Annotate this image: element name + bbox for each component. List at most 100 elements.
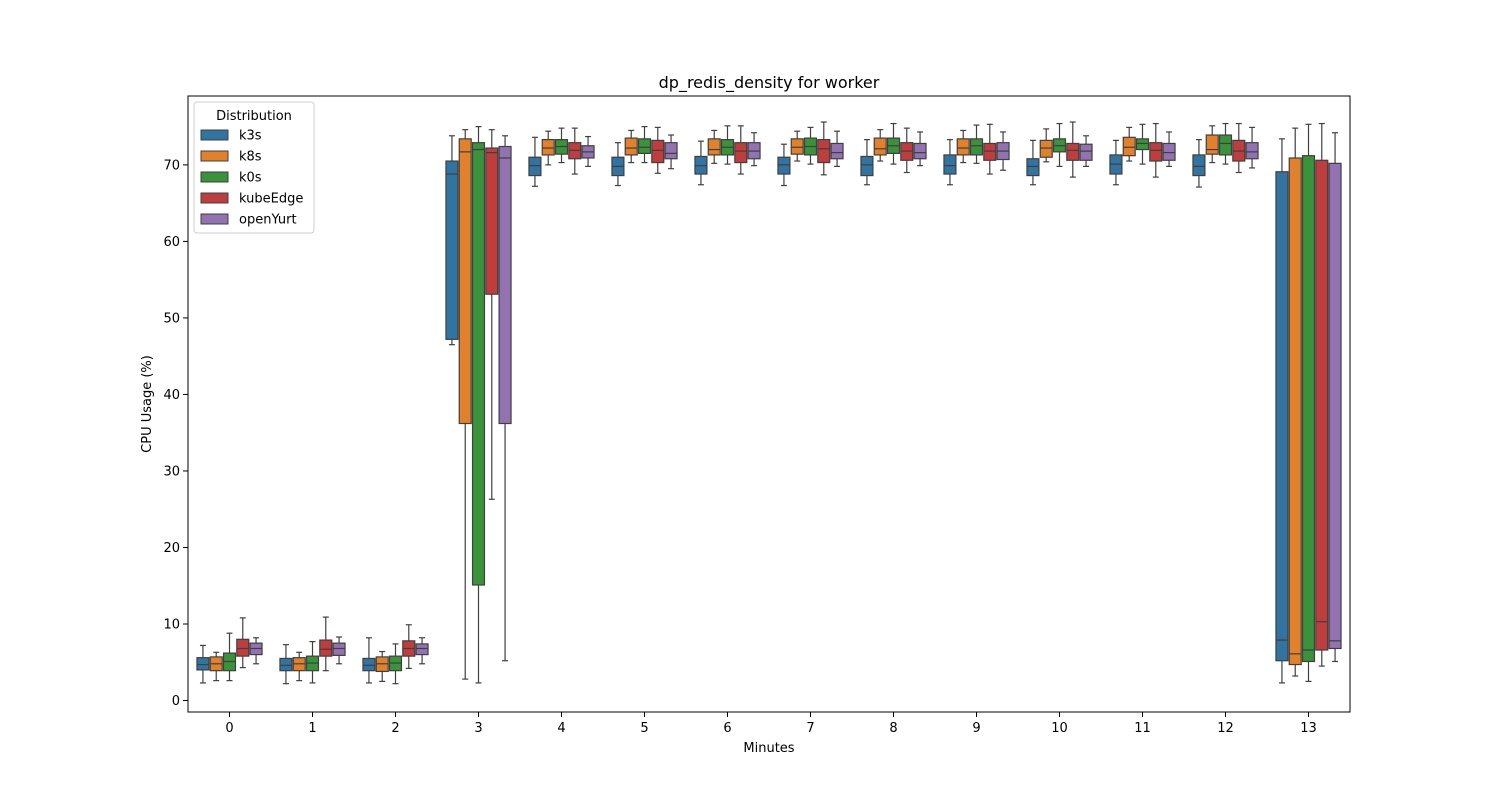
box-k0s-10 (1052, 122, 1067, 167)
box-openYurt-9 (996, 131, 1010, 171)
box-kubeEdge-8 (900, 127, 914, 174)
box-openYurt-10 (1079, 135, 1093, 167)
legend-swatch-openYurt (200, 213, 229, 225)
box-k3s-4 (528, 136, 542, 187)
box-body (1135, 138, 1150, 151)
box-body (498, 145, 512, 425)
box-openYurt-7 (830, 130, 844, 167)
box-kubeEdge-7 (817, 121, 831, 176)
box-openYurt-5 (664, 134, 678, 170)
box-k3s-8 (860, 139, 874, 186)
box-body (1218, 134, 1233, 156)
box-body (485, 147, 499, 295)
box-k8s-4 (541, 130, 555, 166)
x-tick-label: 3 (474, 721, 482, 736)
box-openYurt-4 (581, 135, 595, 167)
legend-swatch-k8s (200, 150, 229, 162)
box-body (1315, 159, 1329, 651)
box-k8s-11 (1122, 126, 1136, 162)
box-body (1066, 142, 1080, 161)
box-k0s-12 (1218, 122, 1233, 165)
x-tick-label: 8 (889, 721, 897, 736)
box-body (651, 139, 665, 164)
box-k8s-0 (209, 651, 223, 682)
box-body (1328, 162, 1342, 650)
box-k0s-2 (388, 643, 403, 685)
box-body (1149, 142, 1163, 162)
box-k0s-3 (471, 126, 486, 684)
box-k3s-12 (1192, 139, 1206, 188)
box-k8s-3 (458, 129, 472, 680)
box-k8s-13 (1288, 127, 1302, 677)
box-openYurt-3 (498, 135, 512, 662)
box-body (458, 138, 472, 425)
box-k3s-7 (777, 143, 791, 187)
x-tick-label: 7 (806, 721, 814, 736)
box-body (830, 142, 844, 160)
box-body (332, 642, 346, 656)
box-k8s-2 (375, 650, 389, 682)
x-tick-label: 0 (225, 721, 233, 736)
box-kubeEdge-10 (1066, 121, 1080, 178)
box-kubeEdge-0 (236, 617, 250, 669)
box-body (471, 142, 486, 586)
y-tick-label: 20 (163, 541, 180, 556)
box-k3s-0 (196, 644, 210, 684)
box-body (236, 638, 250, 657)
x-tick-label: 11 (1134, 721, 1151, 736)
box-kubeEdge-11 (1149, 122, 1163, 178)
y-tick-label: 0 (172, 694, 180, 709)
box-body (279, 657, 293, 672)
box-body (790, 138, 804, 155)
box-k8s-9 (956, 129, 970, 164)
box-body (956, 138, 970, 156)
box-body (1192, 154, 1206, 177)
box-k0s-0 (222, 632, 237, 682)
legend: Distribution k3s k8s k0s kubeEdge openYurt (193, 101, 315, 234)
box-body (969, 138, 984, 156)
boxes-layer (196, 121, 1342, 685)
x-tick-label: 6 (723, 721, 731, 736)
x-tick-label: 10 (1051, 721, 1068, 736)
box-k3s-10 (1026, 139, 1040, 186)
legend-swatch-k3s (200, 129, 229, 141)
box-openYurt-12 (1245, 126, 1259, 169)
y-tick-label: 30 (163, 464, 180, 479)
box-openYurt-0 (249, 637, 263, 665)
box-body (1162, 142, 1176, 161)
box-body (860, 155, 874, 177)
box-kubeEdge-12 (1232, 122, 1246, 174)
box-kubeEdge-4 (568, 127, 582, 175)
box-openYurt-6 (747, 132, 761, 167)
box-body (445, 160, 459, 340)
box-k0s-1 (305, 640, 320, 684)
box-body (1122, 136, 1136, 157)
legend-label-kubeEdge: kubeEdge (239, 192, 303, 207)
box-k0s-7 (803, 126, 818, 165)
y-tick-label: 70 (163, 158, 180, 173)
box-body (664, 142, 678, 160)
box-body (913, 142, 927, 160)
box-openYurt-11 (1162, 131, 1176, 167)
x-tick-label: 2 (391, 721, 399, 736)
y-tick-label: 60 (163, 235, 180, 250)
box-body (943, 154, 957, 175)
legend-title: Distribution (216, 109, 292, 124)
x-tick-label: 13 (1300, 721, 1317, 736)
box-body (541, 139, 555, 156)
y-tick-label: 50 (163, 311, 180, 326)
box-k0s-13 (1301, 123, 1316, 682)
legend-label-k0s: k0s (239, 171, 262, 186)
box-kubeEdge-2 (402, 624, 416, 669)
box-k8s-8 (873, 129, 887, 162)
box-k8s-6 (707, 129, 721, 164)
box-k8s-7 (790, 130, 804, 162)
box-body (1205, 134, 1219, 155)
plot-frame (187, 95, 1351, 713)
box-k3s-3 (445, 135, 459, 346)
box-body (1026, 158, 1040, 177)
box-body (734, 142, 748, 164)
y-axis: 0 10 20 30 40 50 60 70 (163, 158, 188, 709)
box-body (528, 156, 542, 177)
